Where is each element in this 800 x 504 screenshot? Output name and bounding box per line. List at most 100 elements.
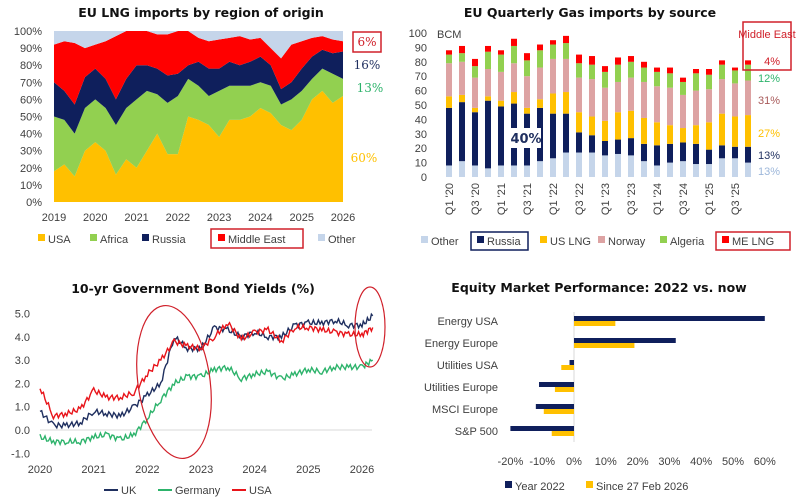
x-tick-label: 2022: [166, 212, 190, 224]
legend-item-uk[interactable]: UK: [104, 485, 137, 497]
y-tick-label: 90%: [20, 43, 42, 55]
bar-msci-europe-since-27-feb-2026: [543, 409, 574, 414]
bar-segment-us-lng: [485, 96, 491, 101]
gas-unit-label: BCM: [437, 29, 461, 41]
bar-segment-norway: [641, 81, 647, 118]
bar-segment-us-lng: [602, 120, 608, 141]
bar-segment-algeria: [511, 45, 517, 64]
bar-segment-algeria: [524, 60, 530, 77]
bar-segment-russia: [498, 106, 504, 166]
bar-segment-norway: [719, 79, 725, 114]
russia-2021-share: 40%: [510, 132, 541, 147]
bar-segment-norway: [563, 58, 569, 93]
bar-segment-us-lng: [745, 115, 751, 147]
y-tick-label: 80%: [20, 60, 42, 72]
bar-segment-me-lng: [641, 61, 647, 68]
bar-segment-other: [485, 168, 491, 177]
bar-q4-23: [641, 61, 647, 177]
line-series-usa: [39, 321, 374, 421]
bar-segment-me-lng: [498, 50, 504, 55]
bar-segment-algeria: [719, 64, 725, 80]
y-tick-label: 20%: [20, 163, 42, 175]
y-tick-label: 5.0: [15, 309, 30, 321]
legend-label: USA: [249, 485, 272, 497]
bar-q2-23: [615, 57, 621, 177]
bar-segment-norway: [693, 90, 699, 126]
bar-segment-norway: [550, 58, 556, 94]
bar-segment-me-lng: [732, 67, 738, 71]
lng-africa-share: 13%: [357, 81, 384, 95]
legend-label: Year 2022: [515, 481, 565, 493]
bar-segment-me-lng: [745, 60, 751, 65]
legend-item-algeria[interactable]: Algeria: [660, 236, 705, 248]
category-label: Energy Europe: [425, 338, 498, 350]
legend-item-usa[interactable]: USA: [232, 485, 272, 497]
bar-segment-other: [719, 158, 725, 177]
bar-segment-other: [693, 164, 699, 177]
bar-segment-me-lng: [524, 53, 530, 61]
bar-segment-russia: [459, 102, 465, 162]
bar-segment-russia: [641, 143, 647, 162]
bar-q2-24: [667, 67, 673, 177]
legend-swatch: [586, 481, 593, 488]
bar-segment-russia: [745, 146, 751, 163]
legend-item-middle-east[interactable]: Middle East: [218, 234, 285, 246]
legend-item-since-27-feb-2026[interactable]: Since 27 Feb 2026: [586, 481, 688, 493]
bar-segment-algeria: [576, 63, 582, 78]
legend-item-me-lng[interactable]: ME LNG: [722, 236, 774, 248]
legend-swatch: [421, 236, 428, 243]
legend-item-russia[interactable]: Russia: [477, 236, 522, 248]
bar-segment-us-lng: [537, 99, 543, 108]
legend-item-other[interactable]: Other: [421, 236, 459, 248]
x-tick-label: 0%: [566, 456, 582, 468]
bar-segment-norway: [667, 87, 673, 126]
legend-item-norway[interactable]: Norway: [598, 236, 646, 248]
legend-item-usa[interactable]: USA: [38, 234, 71, 246]
bar-segment-norway: [511, 63, 517, 93]
area-series-other: [54, 31, 343, 59]
bar-segment-us-lng: [524, 107, 530, 114]
legend-item-germany[interactable]: Germany: [158, 485, 221, 497]
x-tick-label: -20%: [498, 456, 524, 468]
bar-segment-me-lng: [537, 44, 543, 51]
bar-segment-me-lng: [589, 56, 595, 65]
legend-item-other[interactable]: Other: [318, 234, 356, 246]
bar-segment-russia: [550, 113, 556, 159]
bar-segment-norway: [498, 71, 504, 101]
area-series-middle-east: [54, 31, 343, 105]
bar-q3-22: [576, 54, 582, 177]
bar-segment-me-lng: [459, 45, 465, 54]
legend-highlight-box: [470, 231, 529, 251]
bar-q4-21: [537, 44, 543, 177]
russia-share-label-bg: [511, 128, 541, 148]
bar-segment-norway: [628, 77, 634, 111]
bar-segment-me-lng: [576, 54, 582, 64]
bar-segment-other: [641, 161, 647, 177]
bar-segment-me-lng: [563, 35, 569, 44]
legend-swatch: [318, 234, 325, 241]
gas-me-share: 4%: [764, 56, 780, 68]
legend-item-africa[interactable]: Africa: [90, 234, 129, 246]
bar-segment-us-lng: [628, 110, 634, 139]
x-tick-label: Q1 '23: [600, 183, 612, 215]
x-tick-label: 60%: [754, 456, 776, 468]
bar-segment-norway: [576, 77, 582, 113]
legend-item-russia[interactable]: Russia: [142, 234, 187, 246]
legend-label: USA: [48, 234, 71, 246]
bar-segment-algeria: [641, 67, 647, 82]
bar-segment-norway: [706, 89, 712, 123]
x-tick-label: 2019: [42, 212, 66, 224]
bar-segment-norway: [654, 86, 660, 123]
bar-segment-us-lng: [667, 125, 673, 144]
bar-segment-algeria: [680, 81, 686, 95]
legend-label: Germany: [175, 485, 221, 497]
bar-segment-me-lng: [719, 60, 725, 65]
legend-item-year-2022[interactable]: Year 2022: [505, 481, 565, 493]
highlight-ellipse-2022: [136, 304, 212, 460]
y-tick-label: 2.0: [15, 378, 30, 390]
legend-swatch: [505, 481, 512, 488]
bar-q1-20: [446, 50, 452, 177]
legend-item-us-lng[interactable]: US LNG: [540, 236, 591, 248]
gas-me-title: Middle East: [738, 29, 795, 41]
